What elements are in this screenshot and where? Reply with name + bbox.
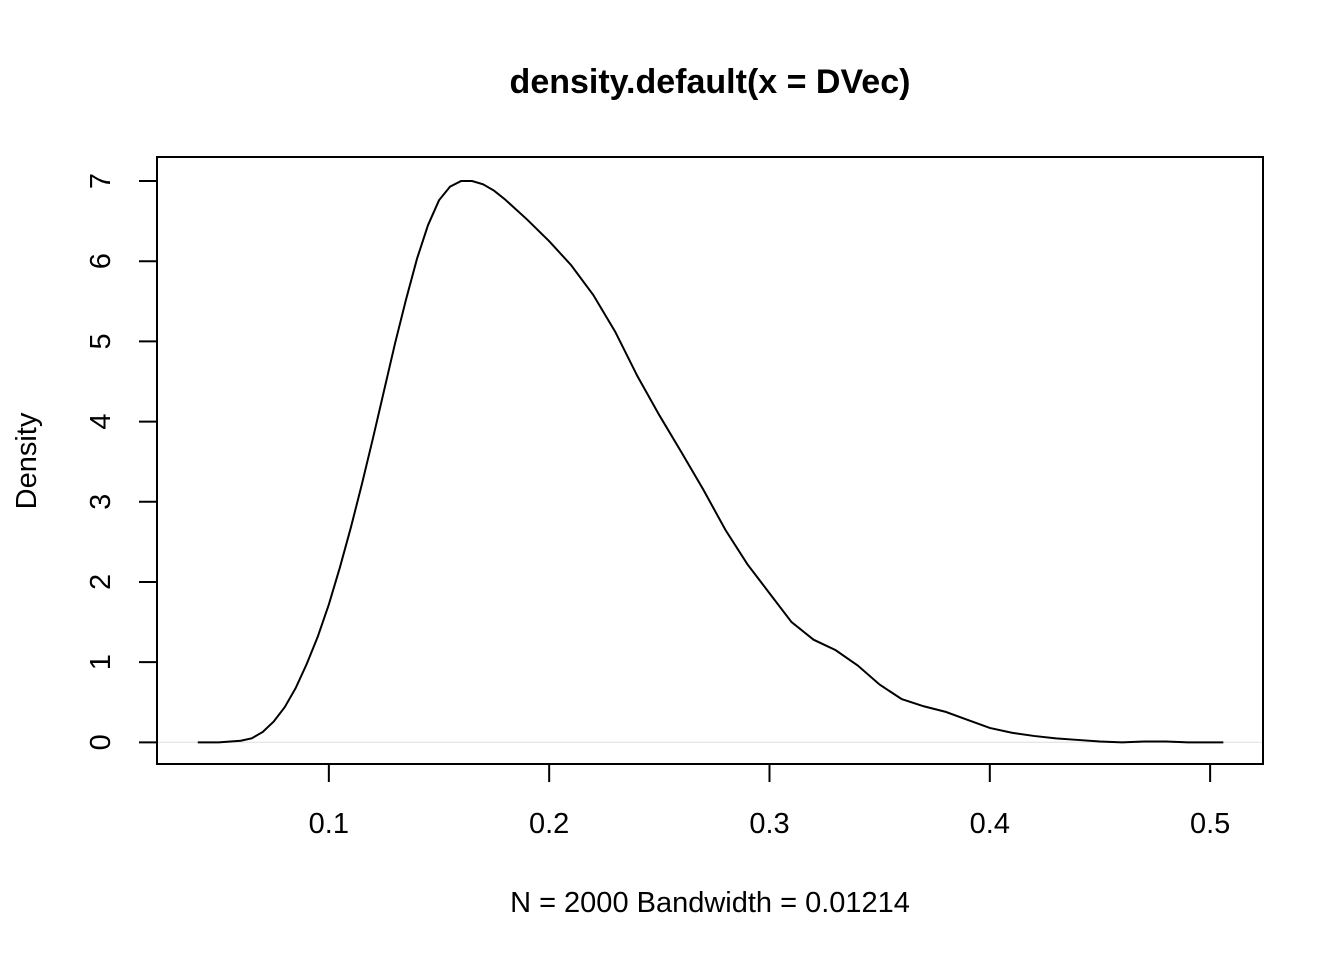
x-tick-label: 0.2 xyxy=(529,808,569,840)
y-tick-label: 4 xyxy=(85,414,117,430)
y-tick-label: 3 xyxy=(85,494,117,510)
y-tick-label: 0 xyxy=(85,734,117,750)
y-axis-label: Density xyxy=(11,412,43,509)
x-axis-label: N = 2000 Bandwidth = 0.01214 xyxy=(510,887,910,919)
x-axis: 0.1 0.2 0.3 0.4 0.5 xyxy=(309,763,1230,840)
x-tick-label: 0.1 xyxy=(309,808,349,840)
chart-title: density.default(x = DVec) xyxy=(510,63,911,101)
x-tick-label: 0.4 xyxy=(970,808,1010,840)
x-tick-label: 0.5 xyxy=(1190,808,1230,840)
y-tick-label: 1 xyxy=(85,654,117,670)
density-curve xyxy=(197,180,1224,744)
x-tick-label: 0.3 xyxy=(749,808,789,840)
y-tick-label: 2 xyxy=(85,574,117,590)
y-tick-label: 7 xyxy=(85,173,117,189)
plot-frame xyxy=(156,156,1264,765)
y-tick-label: 6 xyxy=(85,253,117,269)
y-tick-label: 5 xyxy=(85,333,117,349)
y-axis: 0 1 2 3 4 5 6 7 xyxy=(85,173,158,750)
